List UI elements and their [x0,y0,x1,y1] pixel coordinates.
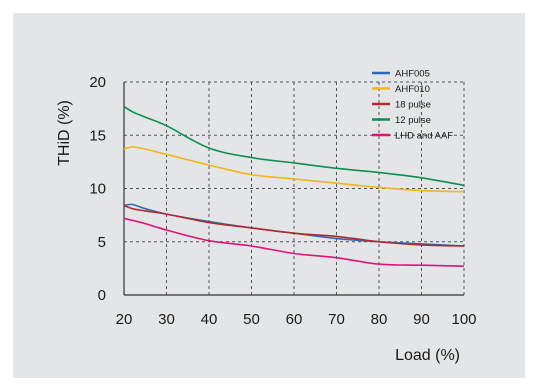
y-tick-label: 20 [89,74,106,91]
series-line-lhd-and-aaf [123,217,465,267]
x-tick-label: 100 [451,311,476,328]
x-tick-label: 60 [286,311,303,328]
x-axis-label: Load (%) [395,347,460,364]
x-tick-label: 70 [328,311,345,328]
legend-label-12-pulse: 12 pulse [395,115,431,126]
y-tick-label: 0 [98,287,106,304]
legend-label-ahf010: AHF010 [395,84,430,95]
series-lines [123,105,465,267]
chart-panel [13,13,525,378]
y-tick-label: 15 [89,127,106,144]
x-tick-label: 40 [201,311,218,328]
x-tick-label: 90 [413,311,430,328]
series-line-ahf010 [123,146,465,193]
series-line-18-pulse [123,204,465,247]
series-line-12-pulse [123,105,465,187]
axes [123,82,464,296]
y-tick-label: 5 [98,234,106,251]
y-axis-label: THiD (%) [56,100,73,166]
x-tick-label: 80 [371,311,388,328]
x-tick-label: 20 [116,311,133,328]
x-tick-label: 30 [158,311,175,328]
x-tick-label: 50 [243,311,260,328]
y-tick-labels: 0 5 10 15 20 [89,74,106,304]
x-tick-labels: 20 30 40 50 60 70 80 90 100 [116,311,477,328]
legend-label-18-pulse: 18 pulse [395,100,431,111]
legend: AHF005 AHF010 18 pulse 12 pulse LHD and AAF [372,69,453,142]
legend-label-ahf005: AHF005 [395,69,430,80]
y-tick-label: 10 [89,181,106,198]
legend-label-lhd-and-aaf: LHD and AAF [395,131,453,142]
grid-lines [124,81,465,295]
